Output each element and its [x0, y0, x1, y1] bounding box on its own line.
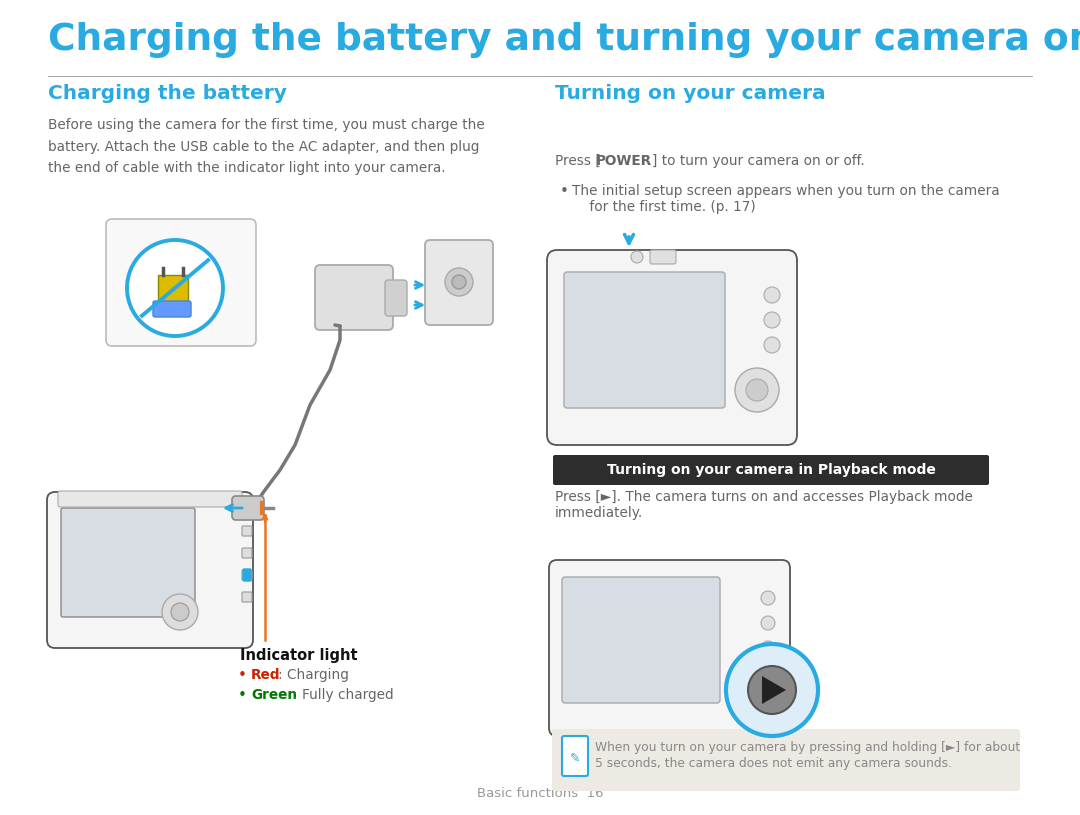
- Text: : Fully charged: : Fully charged: [293, 688, 393, 702]
- FancyBboxPatch shape: [60, 508, 195, 617]
- FancyBboxPatch shape: [552, 729, 1020, 791]
- Text: Charging the battery: Charging the battery: [48, 84, 287, 103]
- Text: immediately.: immediately.: [555, 506, 644, 520]
- Text: The initial setup screen appears when you turn on the camera: The initial setup screen appears when yo…: [572, 184, 1000, 198]
- Circle shape: [764, 337, 780, 353]
- FancyBboxPatch shape: [564, 272, 725, 408]
- Text: Indicator light: Indicator light: [240, 648, 357, 663]
- Text: When you turn on your camera by pressing and holding [►] for about: When you turn on your camera by pressing…: [595, 741, 1021, 754]
- FancyBboxPatch shape: [242, 570, 252, 580]
- Text: Basic functions  16: Basic functions 16: [476, 787, 604, 800]
- Polygon shape: [158, 275, 188, 305]
- FancyBboxPatch shape: [153, 301, 191, 317]
- Text: for the first time. (p. 17): for the first time. (p. 17): [572, 200, 756, 214]
- FancyBboxPatch shape: [546, 250, 797, 445]
- Text: POWER: POWER: [596, 154, 652, 168]
- Circle shape: [764, 312, 780, 328]
- FancyBboxPatch shape: [553, 455, 989, 485]
- Text: •: •: [238, 688, 247, 703]
- FancyBboxPatch shape: [242, 526, 252, 536]
- Text: •: •: [238, 668, 247, 683]
- FancyBboxPatch shape: [384, 280, 407, 316]
- Text: Green: Green: [251, 688, 297, 702]
- Circle shape: [162, 594, 198, 630]
- Text: ] to turn your camera on or off.: ] to turn your camera on or off.: [652, 154, 865, 168]
- Text: Turning on your camera in Playback mode: Turning on your camera in Playback mode: [607, 463, 935, 477]
- Circle shape: [453, 275, 465, 289]
- FancyBboxPatch shape: [232, 496, 264, 520]
- Circle shape: [761, 616, 775, 630]
- FancyBboxPatch shape: [315, 265, 393, 330]
- FancyBboxPatch shape: [58, 491, 242, 507]
- Circle shape: [631, 251, 643, 263]
- Circle shape: [445, 268, 473, 296]
- Circle shape: [748, 666, 796, 714]
- Text: Press [: Press [: [555, 154, 600, 168]
- Circle shape: [746, 379, 768, 401]
- FancyBboxPatch shape: [242, 548, 252, 558]
- Circle shape: [735, 368, 779, 412]
- Text: ✎: ✎: [570, 751, 580, 764]
- Circle shape: [171, 603, 189, 621]
- Text: Before using the camera for the first time, you must charge the
battery. Attach : Before using the camera for the first ti…: [48, 118, 485, 175]
- Circle shape: [764, 287, 780, 303]
- FancyBboxPatch shape: [650, 250, 676, 264]
- Circle shape: [726, 644, 818, 736]
- FancyBboxPatch shape: [426, 240, 492, 325]
- FancyBboxPatch shape: [243, 569, 251, 581]
- Text: : Charging: : Charging: [278, 668, 349, 682]
- Text: Red: Red: [251, 668, 281, 682]
- FancyBboxPatch shape: [562, 736, 588, 776]
- Text: 5 seconds, the camera does not emit any camera sounds.: 5 seconds, the camera does not emit any …: [595, 757, 951, 770]
- FancyBboxPatch shape: [549, 560, 789, 736]
- Circle shape: [127, 240, 222, 336]
- Text: Turning on your camera: Turning on your camera: [555, 84, 825, 103]
- FancyBboxPatch shape: [48, 492, 253, 648]
- FancyBboxPatch shape: [562, 577, 720, 703]
- Polygon shape: [762, 676, 786, 704]
- FancyBboxPatch shape: [242, 592, 252, 602]
- Text: Charging the battery and turning your camera on: Charging the battery and turning your ca…: [48, 22, 1080, 58]
- Circle shape: [761, 641, 775, 655]
- Text: Press [►]. The camera turns on and accesses Playback mode: Press [►]. The camera turns on and acces…: [555, 490, 973, 504]
- Circle shape: [761, 591, 775, 605]
- FancyBboxPatch shape: [106, 219, 256, 346]
- Text: •: •: [561, 184, 569, 199]
